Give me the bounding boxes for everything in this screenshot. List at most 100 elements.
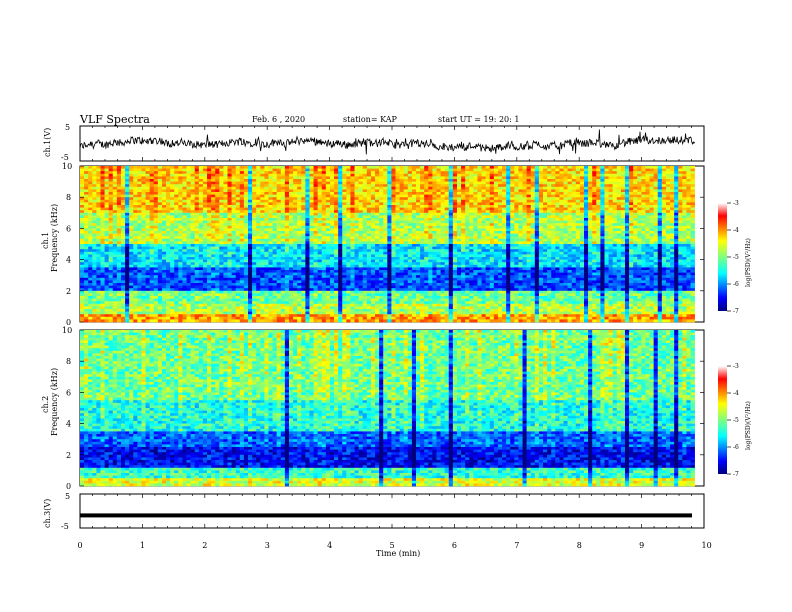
spectrogram-cell [362, 181, 368, 185]
spectrogram-cell [338, 288, 343, 292]
spectrogram-cell [256, 197, 261, 201]
spectrogram-cell [137, 244, 142, 247]
spectrogram-cell [301, 309, 306, 312]
spectrogram-cell [190, 272, 196, 276]
spectrogram-cell [272, 184, 277, 188]
spectrogram-cell [338, 272, 343, 276]
spectrogram-cell [80, 197, 85, 201]
spectrogram-cell [342, 249, 347, 253]
spectrogram-cell [305, 173, 310, 177]
spectrogram-cell [354, 275, 359, 279]
spectrogram-cell [305, 166, 310, 169]
spectrogram-cell [321, 267, 327, 271]
spectrogram-cell [96, 288, 101, 292]
spectrogram-cell [350, 236, 355, 240]
spectrogram-cell [362, 311, 368, 315]
spectrogram-cell [120, 181, 126, 185]
spectrogram-cell [268, 194, 273, 198]
spectrogram-cell [170, 179, 175, 182]
spectrogram-cell [223, 264, 228, 268]
spectrogram-cell [211, 296, 216, 299]
spectrogram-cell [190, 254, 196, 258]
spectrogram-cell [141, 210, 146, 214]
spectrogram-cell [125, 319, 130, 323]
spectrogram-cell [198, 257, 204, 260]
spectrogram-cell [133, 168, 138, 172]
spectrogram-cell [309, 311, 314, 315]
spectrogram-cell [362, 233, 368, 237]
spectrogram-cell [370, 316, 376, 320]
spectrogram-cell [243, 212, 249, 216]
spectrogram-cell [276, 220, 282, 224]
spectrogram-cell [194, 309, 200, 312]
spectrogram-cell [211, 303, 216, 307]
spectrogram-cell [166, 176, 171, 180]
spectrogram-cell [235, 218, 241, 221]
spectrogram-cell [268, 280, 273, 284]
spectrogram-cell [202, 228, 208, 232]
spectrogram-cell [362, 293, 368, 297]
spectrogram-cell [293, 184, 298, 188]
spectrogram-cell [256, 293, 261, 297]
spectrogram-cell [223, 319, 228, 323]
spectrogram-cell [182, 215, 187, 219]
spectrogram-cell [145, 262, 150, 266]
spectrogram-cell [243, 194, 249, 198]
spectrogram-cell [366, 277, 372, 281]
spectrogram-cell [153, 228, 159, 232]
spectrogram-cell [186, 189, 191, 193]
spectrogram-cell [260, 166, 265, 169]
spectrogram-cell [260, 192, 265, 195]
spectrogram-cell [272, 283, 277, 286]
spectrogram-cell [112, 207, 118, 211]
spectrogram-cell [288, 277, 294, 281]
spectrogram-cell [358, 205, 364, 208]
spectrogram-cell [141, 171, 146, 175]
spectrogram-cell [153, 293, 159, 297]
spectrogram-cell [88, 249, 93, 253]
spectrogram-cell [301, 296, 306, 299]
spectrogram-cell [260, 199, 265, 203]
spectrogram-cell [321, 210, 327, 214]
spectrogram-cell [309, 319, 314, 323]
spectrogram-cell [223, 189, 228, 193]
spectrogram-cell [129, 186, 134, 190]
spectrogram-cell [125, 285, 130, 289]
spectrogram-cell [174, 262, 179, 266]
spectrogram-cell [301, 270, 306, 273]
spectrogram-cell [223, 215, 228, 219]
spectrogram-cell [288, 202, 294, 206]
spectrogram-cell [305, 254, 310, 258]
spectrogram-cell [108, 205, 114, 208]
spectrogram-cell [325, 280, 331, 284]
spectrogram-cell [100, 197, 105, 201]
spectrogram-cell [149, 220, 155, 224]
spectrogram-cell [153, 303, 159, 307]
spectrogram-cell [334, 218, 339, 221]
spectrogram-cell [145, 314, 150, 318]
spectrogram-cell [370, 192, 376, 195]
spectrogram-cell [207, 207, 212, 211]
spectrogram-cell [194, 181, 200, 185]
spectrogram-cell [342, 275, 347, 279]
spectrogram-cell [190, 314, 196, 318]
spectrogram-cell [137, 176, 142, 180]
spectrogram-cell [80, 301, 85, 305]
spectrogram-cell [104, 311, 109, 315]
spectrogram-cell [170, 220, 175, 224]
spectrogram-cell [96, 301, 101, 305]
spectrogram-cell [227, 207, 232, 211]
spectrogram-cell [272, 212, 277, 216]
spectrogram-cell [223, 301, 228, 305]
spectrogram-cell [186, 231, 191, 234]
spectrogram-cell [219, 301, 224, 305]
spectrogram-cell [137, 316, 142, 320]
spectrogram-cell [284, 246, 290, 250]
spectrogram-cell [104, 168, 109, 172]
spectrogram-cell [157, 238, 163, 242]
spectrogram-cell [88, 215, 93, 219]
spectrogram-cell [219, 277, 224, 281]
spectrogram-cell [215, 288, 220, 292]
spectrogram-cell [120, 293, 126, 297]
spectrogram-cell [227, 168, 232, 172]
